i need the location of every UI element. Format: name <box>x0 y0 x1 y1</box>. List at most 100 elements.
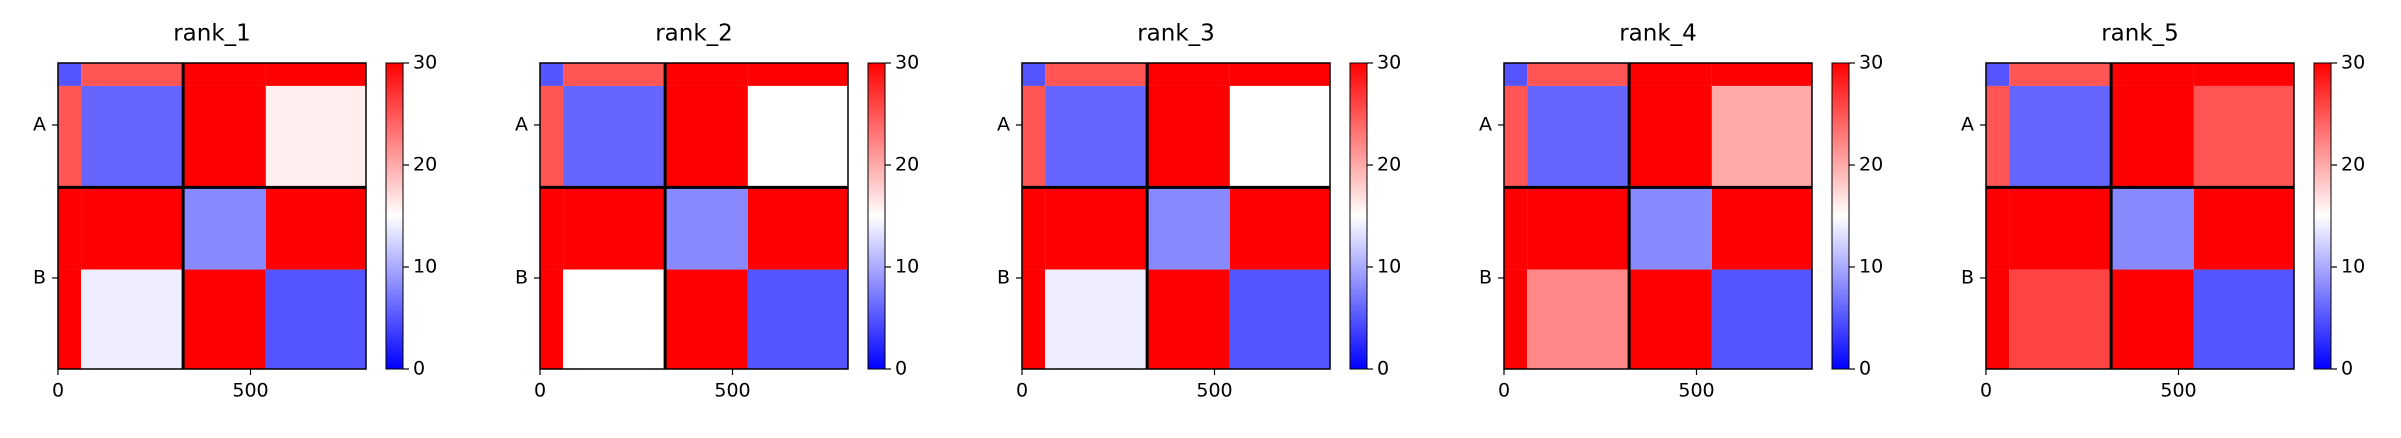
panel-title: rank_2 <box>655 21 733 47</box>
heatmap-cell <box>2193 187 2294 270</box>
heatmap-cell <box>1711 269 1812 369</box>
plot-frame <box>1503 62 1813 370</box>
colorbar-tick-label: 30 <box>1377 52 1401 74</box>
heatmap-cell <box>2111 269 2194 369</box>
colorbar-tick-label: 20 <box>1859 154 1883 176</box>
heatmap-cell <box>183 85 266 188</box>
colorbar <box>385 62 404 370</box>
colorbar-tick-label: 0 <box>895 358 907 380</box>
y-tick-label: B <box>1961 266 1974 288</box>
heatmap-cell <box>665 85 748 188</box>
plot-frame <box>1985 62 2295 370</box>
heatmap-cell <box>2193 85 2294 188</box>
heatmap-cell <box>1147 85 1230 188</box>
heatmap-cell <box>540 187 564 270</box>
heatmap-cell <box>1229 63 1330 86</box>
heatmap-cell <box>81 85 184 188</box>
colorbar-tick-label: 0 <box>413 358 425 380</box>
x-tick-label: 500 <box>714 380 750 402</box>
x-tick-label: 500 <box>232 380 268 402</box>
plot-frame <box>1021 62 1331 370</box>
heatmap-cell <box>1229 85 1330 188</box>
heatmap-cell <box>2009 63 2112 86</box>
heatmap-cell <box>81 269 184 369</box>
heatmap-cell <box>58 269 82 369</box>
heatmap-cell <box>2193 269 2294 369</box>
colorbar-tick-label: 20 <box>895 154 919 176</box>
plot-frame <box>539 62 849 370</box>
heatmap-cell <box>1229 187 1330 270</box>
heatmap-cell <box>58 63 82 86</box>
colorbar-tick-label: 30 <box>413 52 437 74</box>
heatmap-cell <box>2111 63 2194 86</box>
heatmap-cell <box>265 63 366 86</box>
heatmap-cell <box>265 269 366 369</box>
colorbar <box>867 62 886 370</box>
colorbar-tick-label: 10 <box>413 256 437 278</box>
heatmap-cell <box>1022 187 1046 270</box>
panel-title: rank_4 <box>1619 21 1697 47</box>
heatmap-cell <box>81 63 184 86</box>
heatmap-cell <box>540 269 564 369</box>
x-tick-label: 0 <box>1980 380 1992 402</box>
colorbar-tick-label: 30 <box>2341 52 2365 74</box>
heatmap-cell <box>1504 85 1528 188</box>
heatmap-cell <box>265 187 366 270</box>
colorbar-tick-label: 10 <box>2341 256 2365 278</box>
heatmap-cell <box>1147 187 1230 270</box>
heatmap-cell <box>58 85 82 188</box>
heatmap-cell <box>563 269 666 369</box>
heatmap-cell <box>265 85 366 188</box>
panel-title: rank_3 <box>1137 21 1215 47</box>
x-tick-label: 500 <box>1196 380 1232 402</box>
y-tick-label: A <box>33 113 46 135</box>
heatmap-cell <box>1986 85 2010 188</box>
panel: rank_1 0 500 A B 0 10 20 30 <box>33 21 437 402</box>
heatmap-cell <box>563 85 666 188</box>
heatmap-cell <box>1504 63 1528 86</box>
heatmap-cell <box>183 63 266 86</box>
colorbar-tick-label: 30 <box>895 52 919 74</box>
panel-title: rank_1 <box>173 21 251 47</box>
heatmap-cell <box>1629 63 1712 86</box>
heatmap-cell <box>1045 187 1148 270</box>
y-tick-label: A <box>1479 113 1492 135</box>
colorbar <box>2313 62 2332 370</box>
heatmap-cell <box>183 187 266 270</box>
heatmap-cell <box>1986 63 2010 86</box>
heatmap-cell <box>747 85 848 188</box>
heatmap-cell <box>1711 63 1812 86</box>
panel: rank_5 0 500 A B 0 10 20 30 <box>1961 21 2365 402</box>
heatmap-cell <box>1022 85 1046 188</box>
heatmap-cell <box>183 269 266 369</box>
colorbar-tick-label: 10 <box>1377 256 1401 278</box>
y-tick-label: A <box>515 113 528 135</box>
colorbar-tick-label: 10 <box>895 256 919 278</box>
x-tick-label: 500 <box>1678 380 1714 402</box>
colorbar-tick-label: 20 <box>2341 154 2365 176</box>
heatmap-cell <box>1045 85 1148 188</box>
heatmap-cell <box>747 187 848 270</box>
heatmap-cell <box>540 85 564 188</box>
heatmap-cell <box>2193 63 2294 86</box>
heatmap-cell <box>2111 85 2194 188</box>
colorbar-tick-label: 20 <box>1377 154 1401 176</box>
heatmap-cell <box>665 63 748 86</box>
heatmap-cell <box>563 187 666 270</box>
y-tick-label: B <box>1479 266 1492 288</box>
heatmap-cell <box>1629 85 1712 188</box>
heatmap-cell <box>1504 269 1528 369</box>
y-tick-label: A <box>997 113 1010 135</box>
colorbar-tick-label: 30 <box>1859 52 1883 74</box>
heatmap-cell <box>2009 85 2112 188</box>
x-tick-label: 0 <box>1016 380 1028 402</box>
panel-title: rank_5 <box>2101 21 2179 47</box>
heatmap-cell <box>1527 269 1630 369</box>
panel: rank_2 0 500 A B 0 10 20 30 <box>515 21 919 402</box>
heatmap-cell <box>1527 85 1630 188</box>
heatmap-cell <box>1527 187 1630 270</box>
x-tick-label: 0 <box>534 380 546 402</box>
y-tick-label: B <box>33 266 46 288</box>
heatmap-cell <box>1147 269 1230 369</box>
